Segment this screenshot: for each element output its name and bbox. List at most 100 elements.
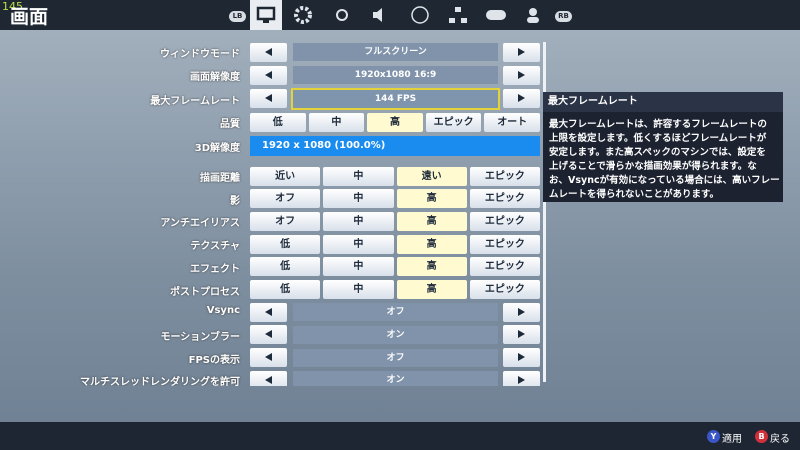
setting-label: マルチスレッドレンダリングを許可 bbox=[80, 377, 240, 386]
tooltip-line: 最大フレームレートは、許容するフレームレートの bbox=[549, 119, 767, 130]
slider-value[interactable]: 1920 x 1080 (100.0%) bbox=[250, 135, 540, 156]
settings-list: ウィンドウモード フルスクリーン 画面解像度 1920x1080 16:9 最大フレーム… bbox=[0, 36, 560, 386]
top-bar bbox=[0, 0, 800, 30]
prev-button[interactable] bbox=[250, 65, 287, 85]
setting-value: オフ bbox=[293, 348, 498, 367]
arrow-icon bbox=[518, 353, 525, 362]
next-button[interactable] bbox=[503, 348, 540, 368]
next-button[interactable] bbox=[503, 325, 540, 345]
option-button[interactable]: 高 bbox=[367, 112, 423, 132]
setting-label: ウィンドウモード bbox=[160, 49, 240, 60]
arrow-icon bbox=[518, 375, 525, 384]
option-button[interactable]: 近い bbox=[250, 166, 321, 186]
prev-button[interactable] bbox=[250, 302, 287, 322]
option-button[interactable]: 高 bbox=[396, 189, 467, 209]
setting-value: オン bbox=[293, 371, 498, 386]
brightness-tab[interactable] bbox=[327, 4, 357, 26]
tooltip-line: ムレートを得られないことがあります。 bbox=[549, 189, 720, 200]
arrow-icon bbox=[265, 47, 272, 56]
arrow-icon bbox=[265, 307, 272, 316]
option-button[interactable]: エピック bbox=[469, 257, 540, 277]
option-button[interactable]: オフ bbox=[250, 189, 321, 209]
bottom-bar bbox=[0, 422, 800, 450]
prev-button[interactable] bbox=[250, 42, 287, 62]
setting-value: フルスクリーン bbox=[293, 43, 498, 61]
setting-label: Vsync bbox=[206, 305, 240, 317]
setting-value: オン bbox=[293, 325, 498, 344]
audio-tab[interactable] bbox=[365, 4, 395, 26]
display-tab[interactable] bbox=[251, 4, 281, 26]
tooltip-line: 安定します。また高スペックのマシンでは、設定を bbox=[549, 147, 766, 158]
prev-button[interactable] bbox=[250, 89, 287, 109]
option-button[interactable]: 低 bbox=[250, 112, 306, 132]
setting-label: テクスチャ bbox=[190, 241, 240, 253]
option-button[interactable]: オフ bbox=[250, 211, 321, 231]
setting-value: オフ bbox=[293, 303, 498, 322]
scrollbar[interactable] bbox=[543, 42, 546, 382]
prev-button[interactable] bbox=[250, 325, 287, 345]
option-button[interactable]: 高 bbox=[396, 280, 467, 299]
option-button[interactable]: 中 bbox=[323, 166, 394, 186]
active-tab-bg bbox=[250, 0, 282, 30]
option-button[interactable]: 中 bbox=[323, 280, 394, 299]
arrow-icon bbox=[265, 330, 272, 339]
arrow-icon bbox=[265, 375, 272, 384]
setting-value: 144 FPS bbox=[291, 87, 500, 110]
setting-label: モーションブラー bbox=[160, 331, 241, 343]
option-button[interactable]: 中 bbox=[323, 211, 394, 231]
option-button[interactable]: エピック bbox=[469, 211, 540, 231]
account-tab[interactable] bbox=[518, 4, 548, 26]
option-button[interactable]: エピック bbox=[425, 112, 482, 132]
accessibility-tab[interactable] bbox=[405, 4, 435, 26]
next-button[interactable] bbox=[503, 302, 540, 322]
arrow-icon bbox=[265, 353, 272, 362]
option-button[interactable]: エピック bbox=[469, 189, 540, 209]
apply-button[interactable]: 適用 bbox=[722, 434, 742, 445]
tooltip-line: お、Vsyncが有効になっている場合には、高いフレー bbox=[549, 175, 780, 186]
setting-label: 3D解像度 bbox=[194, 142, 240, 154]
input-tab[interactable] bbox=[443, 4, 473, 26]
prev-button[interactable] bbox=[250, 370, 287, 386]
arrow-icon bbox=[518, 47, 525, 56]
arrow-icon bbox=[518, 330, 525, 339]
option-button[interactable]: 低 bbox=[250, 280, 321, 299]
next-button[interactable] bbox=[503, 370, 540, 386]
option-button[interactable]: エピック bbox=[469, 166, 540, 186]
setting-label: 影 bbox=[230, 195, 240, 207]
tooltip-line: 上げることで滑らかな描画効果が得られます。な bbox=[549, 161, 757, 172]
option-button[interactable]: 低 bbox=[250, 234, 321, 254]
next-button[interactable] bbox=[503, 65, 540, 85]
option-button[interactable]: オート bbox=[484, 112, 540, 132]
setting-label: アンチエイリアス bbox=[160, 218, 240, 230]
fps-counter: 145 bbox=[2, 0, 23, 13]
arrow-icon bbox=[518, 307, 525, 316]
option-button[interactable]: 中 bbox=[308, 112, 365, 132]
apply-key: Y bbox=[707, 430, 720, 443]
option-button[interactable]: 中 bbox=[323, 257, 394, 277]
back-button[interactable]: 戻る bbox=[770, 434, 790, 445]
next-button[interactable] bbox=[503, 89, 540, 109]
settings-tab[interactable] bbox=[288, 4, 318, 26]
controller-tab[interactable] bbox=[481, 4, 511, 26]
option-button[interactable]: 遠い bbox=[396, 166, 467, 186]
arrow-icon bbox=[265, 70, 272, 79]
setting-label: 画面解像度 bbox=[190, 72, 240, 84]
tooltip-title: 最大フレームレート bbox=[543, 92, 783, 112]
prev-button[interactable] bbox=[250, 348, 287, 368]
arrow-icon bbox=[518, 94, 525, 103]
next-button[interactable] bbox=[503, 42, 540, 62]
setting-value: 1920x1080 16:9 bbox=[293, 66, 498, 85]
back-key: B bbox=[755, 430, 768, 443]
option-button[interactable]: 高 bbox=[396, 211, 467, 231]
option-button[interactable]: 高 bbox=[396, 257, 467, 277]
option-button[interactable]: 中 bbox=[323, 189, 394, 209]
option-button[interactable]: 中 bbox=[323, 234, 394, 254]
setting-label: ポストプロセス bbox=[170, 286, 240, 298]
setting-label: FPSの表示 bbox=[188, 354, 240, 366]
rb-badge: RB bbox=[555, 11, 572, 22]
option-button[interactable]: エピック bbox=[469, 234, 540, 254]
option-button[interactable]: 高 bbox=[396, 234, 467, 254]
option-button[interactable]: 低 bbox=[250, 257, 321, 277]
option-button[interactable]: エピック bbox=[469, 280, 540, 299]
